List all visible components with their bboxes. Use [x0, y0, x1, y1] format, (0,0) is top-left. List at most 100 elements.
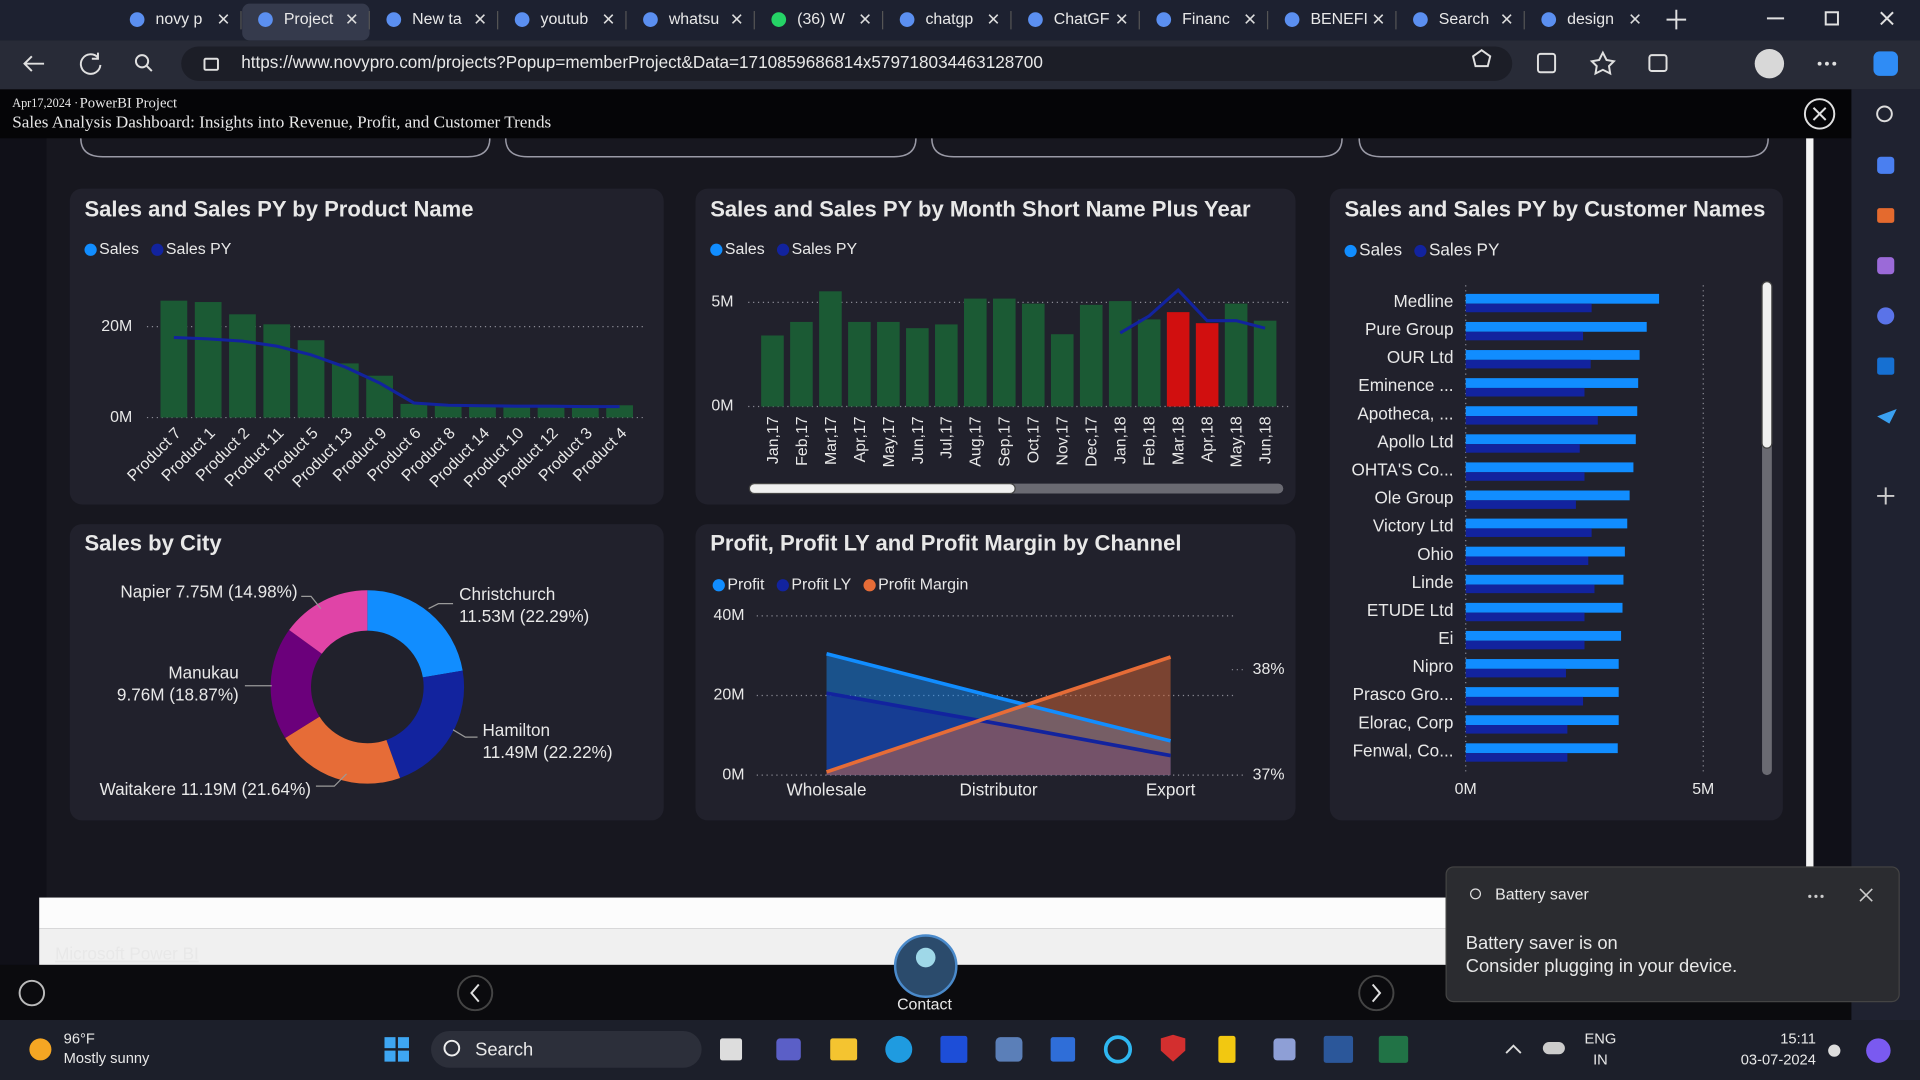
- legend-label[interactable]: Sales PY: [792, 241, 858, 258]
- legend-label[interactable]: Sales: [99, 241, 139, 258]
- refresh-button[interactable]: [79, 52, 102, 75]
- new-tab-button[interactable]: [1666, 9, 1687, 30]
- app-icon[interactable]: [1378, 1035, 1409, 1063]
- bar: [1465, 743, 1618, 754]
- scrollbar-thumb[interactable]: [748, 483, 1016, 495]
- app-icon[interactable]: [1160, 1034, 1186, 1062]
- bar: [503, 405, 531, 418]
- favorites-icon[interactable]: [1589, 50, 1616, 76]
- y-tick-label: Victory Ltd: [1373, 516, 1454, 536]
- bar: [1465, 444, 1580, 453]
- window-controls[interactable]: [1766, 11, 1894, 26]
- bar: [1465, 630, 1622, 641]
- app-icon[interactable]: [885, 1035, 913, 1063]
- back-button[interactable]: [23, 55, 45, 72]
- start-button[interactable]: [384, 1037, 409, 1062]
- prev-arrow: [470, 983, 480, 1003]
- power-bi-link[interactable]: Microsoft Power BI: [55, 944, 199, 964]
- tab-title[interactable]: youtub: [540, 11, 588, 28]
- sidebar-games[interactable]: [1877, 257, 1895, 275]
- sidebar-copilot[interactable]: [1877, 307, 1895, 325]
- app-icon[interactable]: [720, 1038, 743, 1061]
- app-icon[interactable]: [830, 1038, 858, 1061]
- slicer[interactable]: [931, 138, 1343, 158]
- contact-label[interactable]: Contact: [897, 997, 952, 1014]
- sidebar-shopping[interactable]: [1877, 156, 1895, 174]
- bell-icon[interactable]: [1828, 1044, 1841, 1057]
- favorite-icon[interactable]: [1471, 49, 1492, 68]
- copilot-taskbar[interactable]: [1866, 1038, 1891, 1063]
- lock-icon[interactable]: [203, 57, 219, 71]
- more-menu[interactable]: [1817, 61, 1837, 66]
- slicer[interactable]: [1358, 138, 1769, 158]
- sidebar-search[interactable]: [1876, 105, 1893, 123]
- profile-avatar[interactable]: [1754, 48, 1785, 79]
- prev-button[interactable]: [456, 974, 494, 1012]
- bar: [1021, 303, 1045, 407]
- tab-title[interactable]: New ta: [412, 11, 462, 28]
- tab-favicon: [899, 12, 915, 27]
- tab-title[interactable]: design: [1567, 11, 1614, 28]
- tab-title[interactable]: chatgp: [925, 11, 973, 28]
- collections-icon[interactable]: [1648, 54, 1668, 72]
- dot: [1808, 894, 1812, 898]
- app-icon[interactable]: [940, 1035, 968, 1063]
- taskbar-search-text[interactable]: Search: [475, 1038, 533, 1059]
- search-icon[interactable]: [134, 54, 150, 69]
- bar: [606, 405, 633, 418]
- legend-label[interactable]: Sales: [725, 241, 765, 258]
- slicer[interactable]: [80, 138, 491, 158]
- legend-marker: [84, 243, 97, 256]
- legend-label[interactable]: Profit Margin: [878, 577, 968, 594]
- app-icon[interactable]: [1103, 1035, 1133, 1064]
- tray-expand[interactable]: [1505, 1044, 1522, 1054]
- cloud-icon[interactable]: [1542, 1042, 1565, 1055]
- notification-close[interactable]: [1859, 888, 1873, 902]
- tab-title[interactable]: BENEFI: [1310, 11, 1367, 28]
- tab-title[interactable]: novy p: [156, 11, 203, 28]
- sidebar-outlook[interactable]: [1877, 357, 1895, 375]
- tab-title[interactable]: ChatGF: [1054, 11, 1110, 28]
- bar: [1465, 416, 1598, 425]
- close-project[interactable]: [1803, 98, 1836, 130]
- app-icon[interactable]: [995, 1037, 1023, 1062]
- tab-title[interactable]: (36) W: [797, 11, 845, 28]
- app-icon[interactable]: [1050, 1037, 1076, 1062]
- app-icon[interactable]: [776, 1038, 801, 1061]
- like-button[interactable]: [18, 979, 46, 1007]
- x-tick-label: Dec,17: [1084, 416, 1101, 467]
- copilot-icon[interactable]: [1873, 51, 1898, 76]
- legend-label[interactable]: Sales PY: [1429, 240, 1500, 260]
- donut-slice: [285, 716, 401, 784]
- bar: [1465, 602, 1623, 613]
- address-bar[interactable]: [181, 46, 1513, 81]
- app-icon[interactable]: [1218, 1035, 1236, 1063]
- sidebar-tools[interactable]: [1877, 208, 1895, 223]
- tab-close: [731, 14, 742, 24]
- notification[interactable]: [1445, 866, 1900, 1003]
- legend-label[interactable]: Sales: [1359, 240, 1402, 260]
- url[interactable]: https://www.novypro.com/projects?Popup=m…: [241, 52, 1043, 72]
- sidebar-add[interactable]: [1877, 487, 1895, 505]
- line: [825, 655, 1172, 774]
- taskbar-search[interactable]: [431, 1031, 702, 1068]
- app-icon[interactable]: [1323, 1035, 1354, 1063]
- tab-title[interactable]: Financ: [1182, 11, 1230, 28]
- tab-title[interactable]: whatsu: [668, 11, 719, 28]
- sidebar-send[interactable]: [1877, 408, 1897, 424]
- bar: [1465, 490, 1630, 501]
- tab-close: [218, 14, 229, 24]
- legend-label[interactable]: Sales PY: [166, 241, 232, 258]
- slicer[interactable]: [504, 138, 917, 158]
- tab-title[interactable]: Search: [1439, 11, 1489, 28]
- legend-label[interactable]: Profit: [727, 577, 765, 594]
- next-button[interactable]: [1358, 974, 1395, 1012]
- split-icon[interactable]: [1536, 52, 1557, 74]
- legend-label[interactable]: Profit LY: [791, 577, 851, 594]
- scrollbar-thumb[interactable]: [1761, 281, 1773, 449]
- notification-more[interactable]: [1808, 894, 1824, 898]
- app-icon[interactable]: [1273, 1038, 1296, 1061]
- chart-title: Sales by City: [84, 531, 222, 556]
- tab-title[interactable]: Project: [284, 11, 334, 28]
- weather-icon[interactable]: [29, 1038, 52, 1061]
